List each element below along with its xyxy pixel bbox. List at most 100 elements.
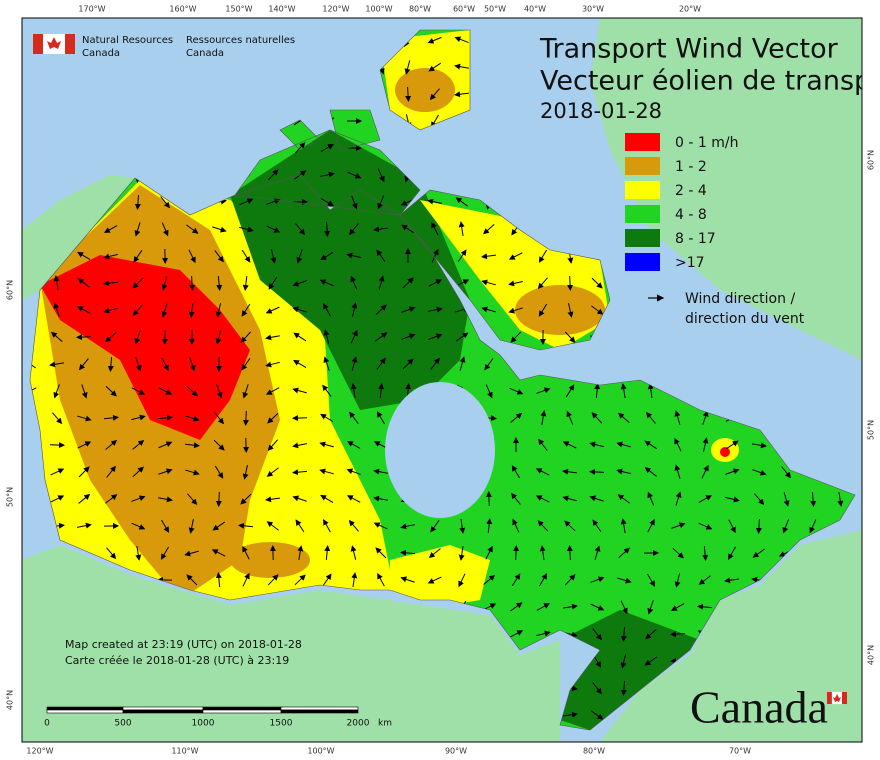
scale-segment bbox=[280, 709, 359, 714]
lon-label: 140°W bbox=[268, 5, 295, 14]
lon-label: 120°W bbox=[322, 5, 349, 14]
wind-arrow bbox=[134, 330, 141, 345]
wind-arrow bbox=[265, 496, 281, 503]
wind-arrow bbox=[617, 577, 632, 584]
wind-arrow bbox=[429, 88, 440, 101]
wind-arrow bbox=[186, 574, 198, 586]
org-en: Natural Resources bbox=[82, 35, 173, 46]
wind-arrow bbox=[270, 249, 277, 264]
wind-arrow bbox=[592, 682, 602, 695]
wind-arrow bbox=[589, 495, 604, 502]
wind-arrow bbox=[402, 358, 414, 370]
wind-arrow bbox=[132, 439, 145, 450]
wind-arrow bbox=[105, 439, 118, 450]
wind-arrow bbox=[53, 302, 60, 317]
wind-arrow bbox=[77, 415, 92, 422]
wind-arrow bbox=[401, 306, 416, 313]
wind-arrow bbox=[589, 468, 605, 475]
wind-arrow bbox=[322, 573, 332, 587]
wind-arrow bbox=[158, 441, 173, 449]
wind-arrow bbox=[189, 275, 196, 291]
wind-arrow bbox=[427, 198, 442, 205]
wind-arrow bbox=[564, 520, 576, 532]
wind-arrow bbox=[617, 412, 630, 423]
wind-arrow bbox=[376, 249, 386, 262]
wind-arrow bbox=[454, 36, 469, 43]
wind-arrow bbox=[430, 357, 440, 370]
wind-arrow bbox=[158, 387, 173, 395]
lat-label: 60°N bbox=[6, 280, 15, 300]
wind-arrow bbox=[107, 356, 114, 372]
wind-arrow bbox=[185, 469, 200, 476]
scale-label: 500 bbox=[114, 719, 131, 729]
wind-arrow bbox=[131, 495, 146, 502]
legend-label: >17 bbox=[675, 255, 705, 271]
wind-arrow bbox=[455, 197, 468, 207]
wind-arrow bbox=[755, 518, 762, 534]
wind-arrow bbox=[158, 468, 173, 475]
wind-arrow bbox=[400, 549, 416, 556]
wind-arrow bbox=[375, 547, 387, 559]
wind-arrow bbox=[458, 221, 465, 236]
wind-arrow bbox=[459, 518, 466, 534]
wind-arrow bbox=[481, 279, 496, 286]
lon-label: 90°W bbox=[445, 747, 467, 756]
wind-arrow bbox=[644, 440, 658, 450]
wind-arrow bbox=[373, 226, 389, 233]
wind-arrow bbox=[241, 303, 251, 317]
wind-arrow bbox=[350, 275, 358, 290]
lon-label: 40°W bbox=[524, 5, 546, 14]
wind-arrow bbox=[135, 357, 142, 372]
wind-arrow bbox=[698, 522, 713, 530]
wind-arrow bbox=[455, 332, 469, 342]
wind-arrow bbox=[103, 225, 118, 233]
wind-arrow bbox=[323, 329, 330, 344]
wind-arrow bbox=[594, 545, 601, 560]
wind-arrow bbox=[454, 91, 470, 98]
wind-arrow bbox=[620, 680, 627, 696]
wind-arrow bbox=[375, 332, 388, 342]
wind-arrow bbox=[458, 573, 466, 588]
legend-swatch bbox=[625, 205, 660, 223]
wind-arrow bbox=[77, 251, 91, 260]
wind-arrow bbox=[323, 519, 331, 533]
gov-logo bbox=[33, 34, 75, 54]
wind-arrow bbox=[481, 253, 497, 260]
wind-arrow bbox=[105, 494, 118, 504]
wind-arrow bbox=[350, 545, 357, 560]
wind-arrow bbox=[592, 519, 602, 533]
wind-arrow bbox=[132, 466, 144, 478]
wind-arrow bbox=[216, 275, 223, 291]
wind-arrow bbox=[508, 307, 523, 314]
wind-arrow bbox=[295, 223, 306, 236]
wind-arrow bbox=[486, 518, 493, 534]
wind-arrow bbox=[53, 384, 60, 399]
wind-arrow bbox=[431, 248, 439, 263]
wind-arrow bbox=[319, 441, 334, 448]
wind-arrow bbox=[538, 438, 548, 451]
wind-arrow bbox=[564, 331, 576, 343]
wind-arrow bbox=[698, 575, 711, 585]
wind-arrow bbox=[509, 387, 524, 395]
wind-arrow bbox=[566, 410, 574, 425]
wind-arrow bbox=[106, 465, 116, 478]
lon-label: 160°W bbox=[169, 5, 196, 14]
wind-arrow bbox=[131, 414, 146, 421]
wind-arrow bbox=[671, 603, 685, 611]
wind-arrow bbox=[134, 194, 141, 210]
wind-arrow bbox=[351, 302, 358, 317]
wind-arrow bbox=[428, 333, 443, 340]
lon-label: 70°W bbox=[729, 747, 751, 756]
wind-arrow bbox=[509, 602, 523, 612]
wind-arrow bbox=[589, 441, 604, 448]
wind-arrow bbox=[752, 442, 767, 449]
scale-segment bbox=[202, 706, 282, 711]
wind-arrow bbox=[701, 464, 709, 479]
wind-arrow bbox=[513, 545, 520, 561]
wind-arrow bbox=[188, 302, 195, 318]
wind-arrow bbox=[351, 195, 358, 210]
wind-arrow bbox=[565, 384, 575, 398]
lat-label: 50°N bbox=[6, 487, 15, 507]
wind-arrow bbox=[535, 468, 550, 476]
wind-arrow bbox=[160, 196, 170, 209]
